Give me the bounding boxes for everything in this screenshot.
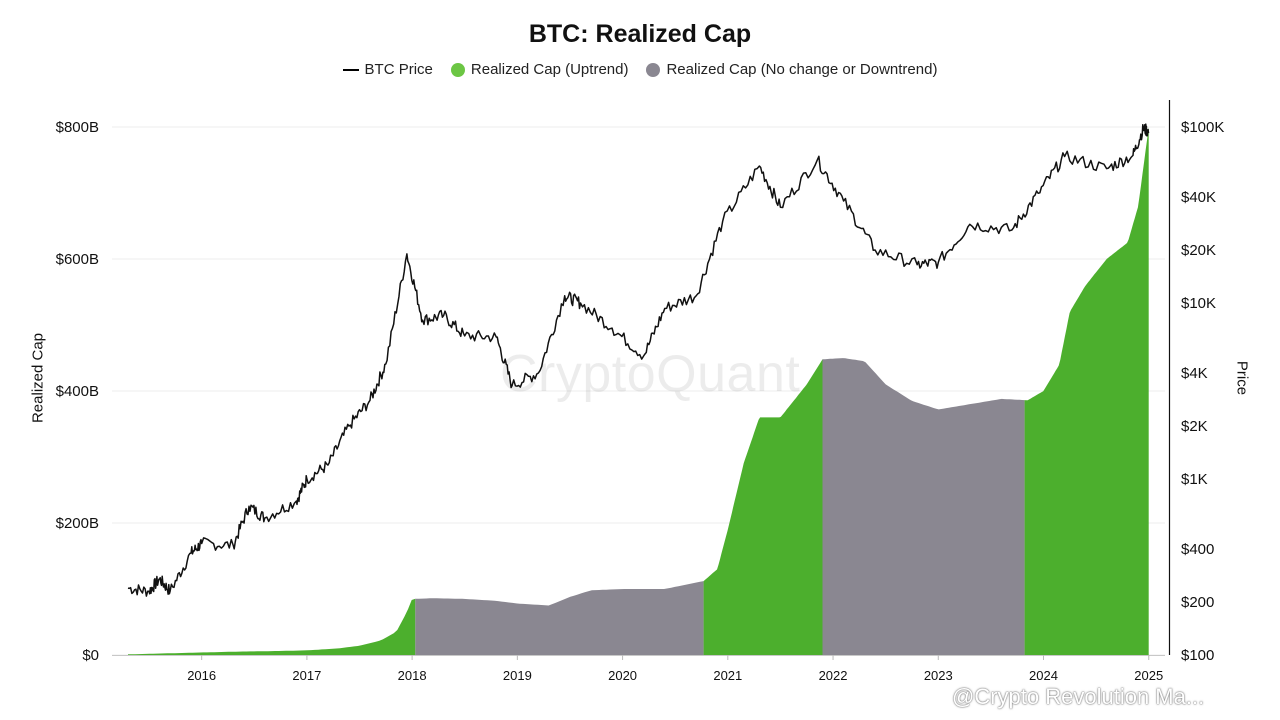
area-layer [128,127,1149,655]
y-tick-label: $0 [82,647,99,664]
y2-tick-label: $20K [1181,242,1216,259]
y2-tick-label: $4K [1181,365,1208,382]
realized-cap-area-uptrend-4 [1024,127,1149,655]
x-tick-label: 2023 [924,668,953,683]
legend-item-downtrend[interactable]: Realized Cap (No change or Downtrend) [646,61,937,78]
x-tick-label: 2022 [819,668,848,683]
legend-dot-uptrend [450,62,465,77]
btc-price-line [127,123,1150,597]
legend: BTC Price Realized Cap (Uptrend) Realize… [0,61,1280,78]
realized-cap-area-uptrend-2 [703,359,823,655]
x-tick-label: 2019 [503,668,532,683]
y2-tick-label: $100K [1181,119,1224,136]
axis-layer: 2016 2017 2018 2019 2020 2021 2022 2023 2024 2025… [56,100,1224,683]
realized-cap-area-uptrend-0 [128,598,416,655]
y-tick-label: $400B [56,383,99,400]
legend-label-uptrend: Realized Cap (Uptrend) [470,61,629,78]
realized-cap-area-downtrend-1 [415,581,704,655]
legend-line-swatch [342,68,359,71]
watermark-logo: CryptoQuant [500,345,801,403]
x-tick-label: 2020 [608,668,637,683]
y-tick-label: $600B [56,251,99,268]
legend-label-downtrend: Realized Cap (No change or Downtrend) [666,61,938,78]
y2-tick-label: $100 [1181,647,1214,664]
y2-tick-label: $2K [1181,418,1208,435]
chart-title: BTC: Realized Cap [528,20,752,48]
y2-tick-label: $1K [1181,471,1208,488]
legend-item-price[interactable]: BTC Price [342,61,433,78]
y2-tick-label: $10K [1181,295,1216,312]
x-tick-label: 2017 [292,668,321,683]
y2-tick-label: $200 [1181,594,1214,611]
legend-dot-downtrend [646,62,661,77]
x-tick-label: 2024 [1029,668,1058,683]
x-tick-label: 2025 [1134,668,1163,683]
realized-cap-area-downtrend-3 [822,358,1025,655]
y-tick-label: $200B [56,515,99,532]
y2-tick-label: $40K [1181,189,1216,206]
x-tick-label: 2021 [713,668,742,683]
overlay-caption: @Crypto Revolution Ma... [952,684,1205,709]
price-layer [127,123,1150,597]
y2-tick-label: $400 [1181,541,1214,558]
legend-item-uptrend[interactable]: Realized Cap (Uptrend) [450,61,629,78]
x-tick-label: 2016 [187,668,216,683]
x-tick-label: 2018 [398,668,427,683]
y-tick-label: $800B [56,119,99,136]
legend-label-price: BTC Price [364,61,433,78]
